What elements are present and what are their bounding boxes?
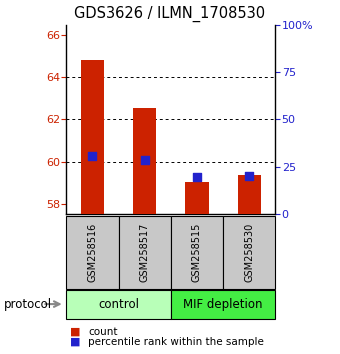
Text: GSM258515: GSM258515 [192,223,202,282]
Point [194,175,200,180]
Bar [81,59,104,214]
Point [142,158,148,163]
Text: MIF depletion: MIF depletion [183,298,263,310]
Text: GDS3626 / ILMN_1708530: GDS3626 / ILMN_1708530 [74,5,266,22]
Text: ■: ■ [70,327,80,337]
Bar [185,182,209,214]
Text: GSM258516: GSM258516 [87,223,98,282]
Point [90,154,95,159]
Text: GSM258517: GSM258517 [140,223,150,282]
Bar [238,175,261,214]
Point [246,173,252,179]
Text: protocol: protocol [3,298,52,310]
Text: GSM258530: GSM258530 [244,223,254,282]
Bar [133,108,156,214]
Text: count: count [88,327,118,337]
Text: percentile rank within the sample: percentile rank within the sample [88,337,264,347]
Text: ■: ■ [70,337,80,347]
Text: control: control [98,298,139,310]
